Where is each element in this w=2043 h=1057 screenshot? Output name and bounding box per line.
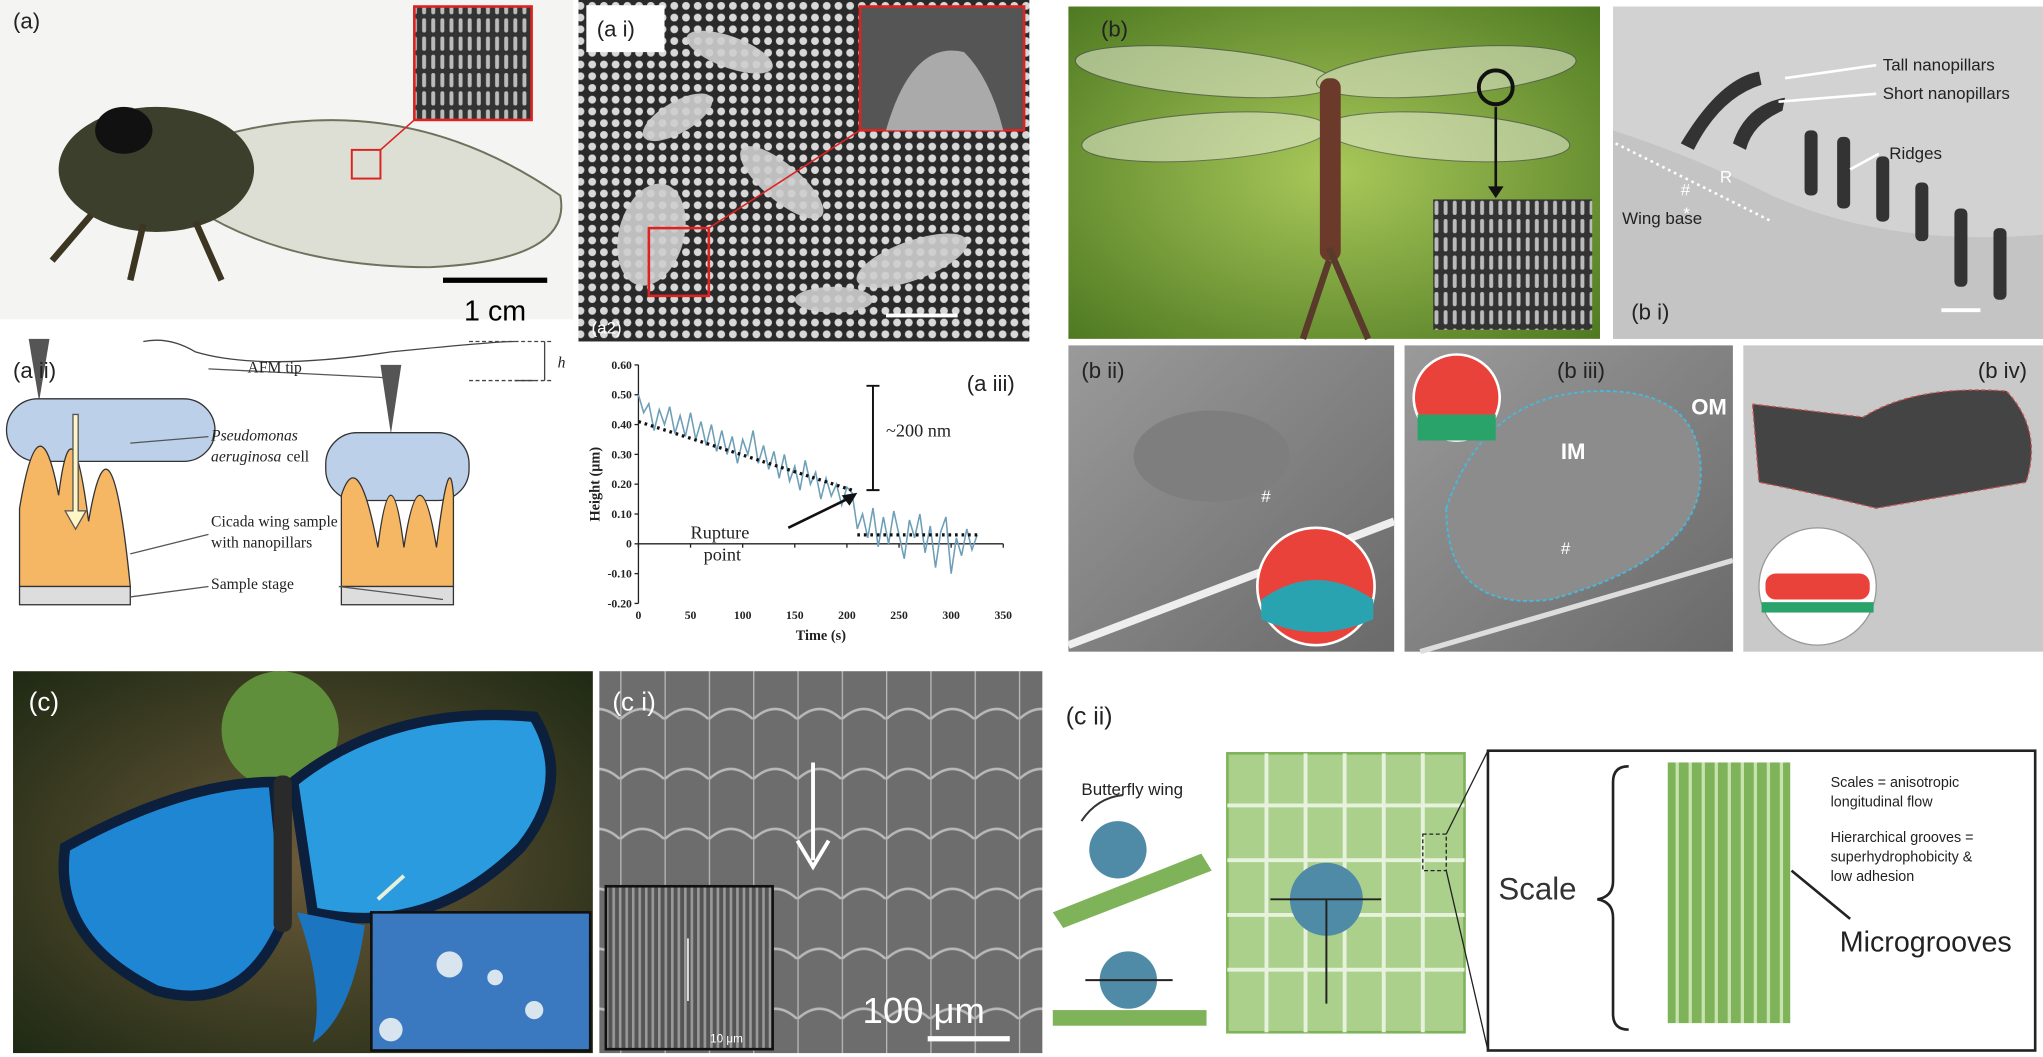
rupture-arrow	[787, 496, 851, 530]
sample-label: with nanopillars	[211, 534, 312, 551]
rupture-arrowhead	[841, 492, 858, 506]
panel-label: (a iii)	[967, 371, 1015, 396]
annotation: Hierarchical grooves =	[1831, 830, 1974, 846]
stage-label: Sample stage	[211, 576, 294, 593]
y-tick-label: 0.10	[611, 508, 632, 521]
y-tick-label: -0.10	[608, 568, 633, 581]
panel-c: (c)	[13, 671, 593, 1054]
annotation: #	[1261, 487, 1271, 506]
panel-b-ii: (b ii) #	[1067, 345, 1396, 652]
panel-a-iii: (a iii) 0.60 0.50 0.40 0.30 0.20 0.10 0 -0.10 -0…	[578, 345, 1030, 652]
annotation: superhydrophobicity &	[1831, 849, 1973, 865]
sample-label: Cicada wing sample	[211, 514, 338, 531]
trend-line	[637, 420, 853, 492]
rupture-label: point	[704, 544, 741, 564]
panel-c-ii: (c ii) Butterfly wing Scale Scales = ani…	[1052, 684, 2043, 1057]
annotation: Short nanopillars	[1883, 84, 2010, 103]
panel-label: (b)	[1101, 16, 1128, 41]
panel-label: (b iv)	[1978, 358, 2027, 383]
x-tick-label: 250	[890, 609, 908, 622]
x-tick-label: 100	[734, 609, 752, 622]
scale-bar-label: 1 cm	[464, 296, 526, 328]
annotation: Ridges	[1889, 144, 1942, 163]
panel-c-i: (c i) 100 μm 10 μm	[599, 671, 1043, 1054]
panel-b-iv: (b iv)	[1743, 345, 2043, 652]
annotation: #	[1681, 180, 1691, 199]
scale-bar-label: 100 μm	[863, 990, 985, 1031]
annotation: Wing base	[1622, 209, 1702, 228]
annotation: Scales = anisotropic	[1831, 775, 1960, 791]
y-tick-label: 0.30	[611, 448, 632, 461]
panel-b: (b)	[1068, 6, 1601, 341]
y-tick-label: 0.50	[611, 389, 632, 402]
x-tick-label: 300	[942, 609, 960, 622]
x-tick-label: 50	[685, 609, 697, 622]
annotation: Butterfly wing	[1081, 780, 1183, 799]
x-tick-label: 200	[838, 609, 856, 622]
annotation: low adhesion	[1831, 869, 1915, 885]
cell-label: cell	[287, 448, 310, 465]
height-symbol: h	[558, 355, 566, 372]
annotation: Tall nanopillars	[1883, 55, 1995, 74]
x-tick-label: 350	[994, 609, 1012, 622]
panel-sublabel: (a2)	[592, 319, 622, 338]
y-tick-label: 0.60	[611, 359, 632, 372]
panel-label: (a)	[13, 9, 40, 34]
panel-label: (a ii)	[13, 358, 56, 383]
inset-scale-bar-label: 10 μm	[710, 1033, 743, 1046]
annotation: OM	[1691, 394, 1727, 419]
panel-a-ii: (a ii) AFM tip h Pseudomonas aeruginosa c…	[0, 323, 574, 626]
x-tick-label: 0	[636, 609, 642, 622]
y-tick-label: 0.20	[611, 478, 632, 491]
y-tick-label: 0.40	[611, 418, 632, 431]
panel-label: (c i)	[612, 686, 655, 716]
x-tick-label: 150	[786, 609, 804, 622]
annotation: longitudinal flow	[1831, 795, 1934, 811]
panel-label: (b iii)	[1557, 358, 1605, 383]
annotation: Microgrooves	[1840, 926, 2012, 958]
step-label: ~200 nm	[886, 420, 951, 440]
y-tick-label: 0	[626, 538, 632, 551]
panel-label: (c ii)	[1066, 704, 1113, 731]
y-axis-label: Height (μm)	[587, 447, 603, 522]
panel-label: (b ii)	[1081, 358, 1124, 383]
annotation: Scale	[1498, 871, 1576, 906]
cell-label: Pseudomonas	[210, 428, 298, 445]
x-axis-label: Time (s)	[796, 628, 846, 644]
cell-label: aeruginosa	[211, 448, 281, 465]
panel-a-i: (a i) (a2)	[578, 0, 1030, 342]
annotation: R	[1720, 167, 1732, 186]
y-tick-label: -0.20	[608, 597, 633, 610]
annotation: *	[1683, 204, 1690, 223]
afm-tip-label: AFM tip	[248, 360, 302, 377]
cell-label: aeruginosa cell	[211, 448, 310, 465]
annotation: IM	[1561, 439, 1586, 464]
panel-b-i: Tall nanopillars Short nanopillars Ridge…	[1613, 6, 2043, 339]
panel-a: (a) 1 cm	[0, 0, 574, 328]
annotation: #	[1561, 539, 1571, 558]
rupture-label: Rupture	[691, 522, 750, 542]
data-line	[637, 394, 978, 574]
panel-b-iii: (b iii) OM IM #	[1404, 345, 1734, 655]
panel-label: (a i)	[597, 16, 635, 41]
step-bracket	[866, 384, 880, 492]
panel-label: (b i)	[1631, 299, 1669, 324]
panel-label: (c)	[29, 686, 59, 716]
